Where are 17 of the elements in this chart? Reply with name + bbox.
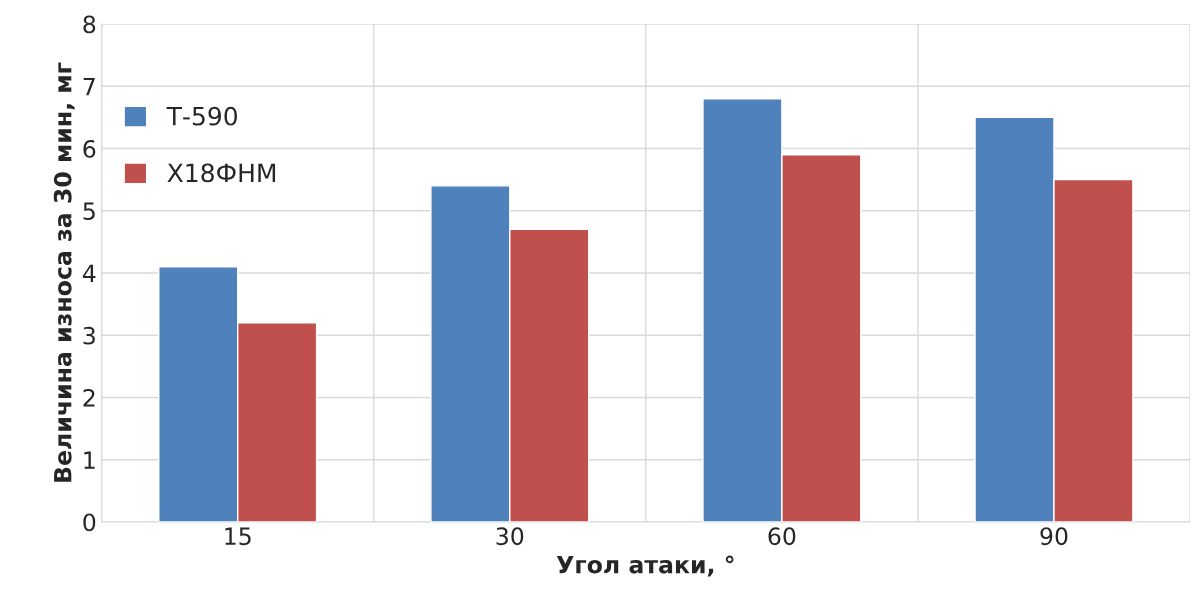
y-tick-label: 4	[82, 264, 96, 282]
y-tick-label: 5	[83, 202, 95, 221]
legend-label: Х18ФНМ	[167, 163, 276, 183]
y-tick-label: 0	[83, 513, 96, 532]
y-tick-label: 1	[84, 451, 95, 469]
y-axis-title: Величина износа за 30 мин, мг	[53, 62, 75, 482]
legend-label: Т-590	[166, 106, 238, 126]
x-tick-label: 60	[768, 527, 796, 546]
y-tick-label: 2	[83, 388, 95, 407]
y-tick-label: 8	[83, 15, 96, 34]
y-tick-label: 7	[83, 78, 95, 96]
y-tick-label: 6	[83, 139, 96, 158]
x-tick-label: 30	[496, 527, 524, 546]
x-axis-title: Угол атаки, °	[556, 555, 734, 577]
x-tick-label: 90	[1040, 527, 1068, 546]
y-tick-label: 3	[83, 326, 95, 345]
x-tick-label: 15	[225, 527, 251, 546]
